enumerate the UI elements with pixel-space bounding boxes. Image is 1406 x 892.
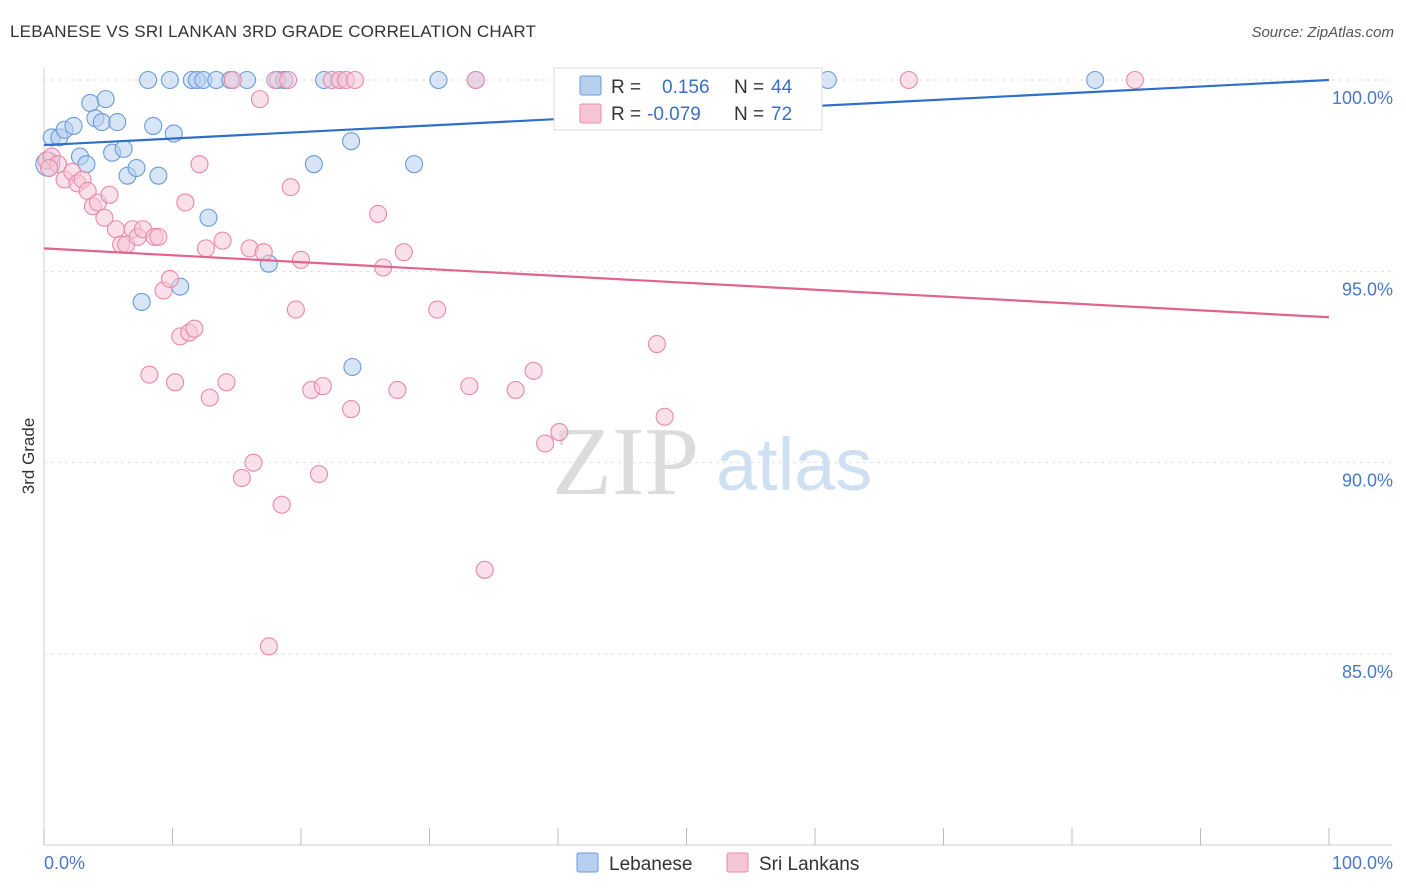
srilankan-point-38 <box>254 243 273 262</box>
srilankan-trend-line <box>43 247 1330 319</box>
lebanese-point-7 <box>81 93 100 113</box>
lebanese-point-13 <box>114 139 133 158</box>
srilankan-point-67 <box>647 334 666 354</box>
srilankan-point-28 <box>190 155 209 174</box>
srilankan-point-11 <box>100 185 119 204</box>
lebanese-stats-swatch <box>579 75 602 96</box>
srilankan-point-62 <box>506 380 525 400</box>
y-axis-label: 3rd Grade <box>19 418 38 495</box>
srilankan-point-52 <box>342 400 361 419</box>
lebanese-point-17 <box>139 70 158 90</box>
y-tick-labels: 100.0% 95.0% 90.0% 85.0% <box>1332 88 1393 682</box>
chart-source: Source: ZipAtlas.com <box>1251 24 1394 41</box>
srilankan-point-61 <box>475 560 494 579</box>
lebanese-point-18 <box>144 116 163 135</box>
lebanese-point-4 <box>64 116 83 135</box>
srilankan-point-57 <box>394 243 413 262</box>
y-tick-label-3: 85.0% <box>1342 662 1393 682</box>
srilankan-points <box>37 70 1145 656</box>
lebanese-point-38 <box>405 155 424 174</box>
srilankan-point-32 <box>217 373 236 392</box>
srilankan-point-41 <box>272 495 291 514</box>
srilankan-point-25 <box>176 193 195 212</box>
srilankan-point-54 <box>369 204 388 223</box>
srilankan-point-70 <box>1125 70 1145 90</box>
lebanese-point-20 <box>160 70 179 90</box>
y-tick-label-1: 95.0% <box>1342 279 1393 299</box>
srilankan-point-29 <box>196 239 215 258</box>
srilankan-point-69 <box>899 70 918 90</box>
legend-swatch-srilankans <box>726 852 749 873</box>
srilankan-point-12 <box>106 220 126 239</box>
srilankan-point-58 <box>428 300 447 319</box>
lebanese-point-16 <box>132 292 151 311</box>
x-ticks <box>43 828 1330 845</box>
srilankan-point-10 <box>95 208 114 227</box>
srilankan-point-18 <box>140 365 159 384</box>
srilankan-point-36 <box>244 453 263 472</box>
lebanese-point-39 <box>429 70 448 90</box>
y-tick-label-2: 90.0% <box>1342 471 1393 491</box>
lebanese-point-12 <box>108 113 127 132</box>
srilankan-point-64 <box>536 434 555 453</box>
srilankan-point-30 <box>200 388 219 407</box>
lebanese-point-43 <box>1086 70 1105 90</box>
srilankan-r-value: -0.079 <box>647 104 701 125</box>
series-legend: Lebanese Sri Lankans <box>576 852 859 875</box>
lebanese-n-label: N = <box>734 77 764 98</box>
chart-title: LEBANESE VS SRI LANKAN 3RD GRADE CORRELA… <box>10 22 537 41</box>
y-tick-label-0: 100.0% <box>1332 88 1393 108</box>
srilankan-stats-swatch <box>579 103 602 124</box>
axes <box>43 68 1392 846</box>
srilankan-point-23 <box>166 373 185 392</box>
watermark: ZIP atlas <box>552 408 872 516</box>
srilankan-point-39 <box>259 637 278 656</box>
lebanese-point-15 <box>127 158 146 178</box>
srilankan-n-label: N = <box>734 104 764 125</box>
srilankan-point-20 <box>149 227 168 246</box>
srilankan-point-63 <box>524 361 543 380</box>
srilankan-point-56 <box>388 380 407 400</box>
srilankan-point-45 <box>291 250 311 269</box>
watermark-atlas: atlas <box>716 423 872 506</box>
legend-swatch-lebanese <box>576 852 599 873</box>
lebanese-point-10 <box>96 90 115 109</box>
stats-legend: R = 0.156 N = 44 R = -0.079 N = 72 <box>553 67 823 131</box>
lebanese-point-26 <box>199 208 218 227</box>
gridlines <box>44 79 1392 655</box>
srilankan-point-34 <box>232 468 251 488</box>
srilankan-point-44 <box>286 300 305 319</box>
srilankan-point-43 <box>281 178 300 197</box>
srilankan-n-value: 72 <box>771 104 792 125</box>
lebanese-point-37 <box>343 357 362 377</box>
srilankan-point-27 <box>185 319 204 338</box>
srilankan-point-37 <box>250 90 269 109</box>
lebanese-point-19 <box>149 166 168 185</box>
srilankan-r-label: R = <box>611 104 641 125</box>
lebanese-n-value: 44 <box>771 77 793 98</box>
watermark-zip: ZIP <box>552 408 699 516</box>
lebanese-r-label: R = <box>611 77 641 98</box>
srilankan-point-71 <box>40 158 59 178</box>
legend-label-lebanese: Lebanese <box>609 854 692 875</box>
srilankan-point-59 <box>460 377 479 396</box>
srilankan-point-68 <box>655 407 674 426</box>
lebanese-point-33 <box>304 155 323 174</box>
legend-label-srilankans: Sri Lankans <box>759 854 859 875</box>
x-tick-label-min: 0.0% <box>44 853 85 873</box>
srilankan-point-47 <box>309 465 329 484</box>
srilankan-point-22 <box>160 269 179 289</box>
srilankan-point-48 <box>313 377 332 396</box>
lebanese-r-value: 0.156 <box>662 77 710 98</box>
lebanese-point-36 <box>342 132 361 151</box>
srilankan-point-53 <box>345 70 365 90</box>
srilankan-point-42 <box>279 70 298 90</box>
srilankan-point-65 <box>550 423 569 442</box>
srilankan-point-33 <box>223 70 242 90</box>
srilankan-point-60 <box>466 70 485 90</box>
lebanese-point-9 <box>92 113 111 132</box>
x-tick-label-max: 100.0% <box>1332 853 1393 873</box>
srilankan-point-31 <box>213 231 232 250</box>
